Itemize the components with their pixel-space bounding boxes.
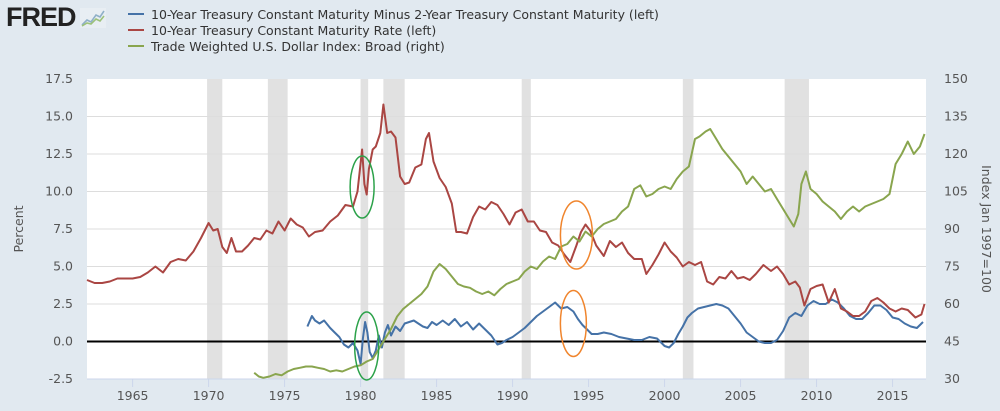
logo-text: FRED: [6, 2, 76, 32]
annotation-ellipse: [353, 311, 380, 381]
x-tick-label: 1990: [497, 388, 529, 403]
annotation-ellipse: [559, 289, 588, 358]
y-tick-label-right: 120: [944, 146, 968, 161]
y-tick-label-right: 105: [944, 184, 968, 199]
annotation-ellipse: [349, 155, 375, 219]
legend-item[interactable]: 10-Year Treasury Constant Maturity Rate …: [128, 22, 659, 38]
y-tick-label-left: -2.5: [49, 371, 73, 386]
y-axis-title-left: Percent: [11, 205, 26, 252]
legend-swatch: [128, 13, 144, 15]
y-tick-label-right: 150: [944, 71, 968, 86]
x-tick-label: 2005: [725, 388, 757, 403]
y-tick-label-left: 15.0: [45, 109, 73, 124]
series-line-dollar-index: [253, 128, 926, 379]
x-tick-label: 1985: [421, 388, 453, 403]
series-line-10y-rate: [86, 103, 926, 319]
x-tick-label: 1980: [345, 388, 377, 403]
legend-item[interactable]: 10-Year Treasury Constant Maturity Minus…: [128, 6, 659, 22]
x-tick-label: 1970: [193, 388, 225, 403]
x-tick-label: 1995: [573, 388, 605, 403]
annotation-ellipse: [559, 200, 594, 270]
y-tick-label-left: 2.5: [53, 296, 73, 311]
y-tick-label-right: 45: [944, 334, 960, 349]
x-tick-label: 2000: [649, 388, 681, 403]
y-tick-label-right: 30: [944, 371, 960, 386]
y-tick-label-right: 60: [944, 296, 960, 311]
y-tick-label-right: 75: [944, 259, 960, 274]
y-tick-label-left: 10.0: [45, 184, 73, 199]
y-tick-label-left: 5.0: [53, 259, 73, 274]
x-tick-label: 1975: [269, 388, 301, 403]
y-tick-label-left: 17.5: [45, 71, 73, 86]
legend-label: 10-Year Treasury Constant Maturity Minus…: [151, 6, 659, 22]
legend-swatch: [128, 29, 144, 31]
legend-label: Trade Weighted U.S. Dollar Index: Broad …: [151, 38, 445, 54]
y-tick-label-left: 7.5: [53, 221, 73, 236]
chart-line-icon: [79, 7, 106, 28]
x-tick-label: 1965: [117, 388, 149, 403]
y-tick-label-right: 90: [944, 221, 960, 236]
legend: 10-Year Treasury Constant Maturity Minus…: [128, 6, 659, 54]
x-tick-label: 2010: [801, 388, 833, 403]
legend-label: 10-Year Treasury Constant Maturity Rate …: [151, 22, 437, 38]
legend-swatch: [128, 45, 144, 47]
fred-logo[interactable]: FRED: [6, 4, 106, 31]
y-tick-label-left: 12.5: [45, 146, 73, 161]
y-axis-title-right: Index Jan 1997=100: [979, 165, 994, 293]
y-tick-label-left: 0.0: [53, 334, 73, 349]
legend-item[interactable]: Trade Weighted U.S. Dollar Index: Broad …: [128, 38, 659, 54]
y-tick-label-right: 135: [944, 109, 968, 124]
x-tick-label: 2015: [877, 388, 909, 403]
